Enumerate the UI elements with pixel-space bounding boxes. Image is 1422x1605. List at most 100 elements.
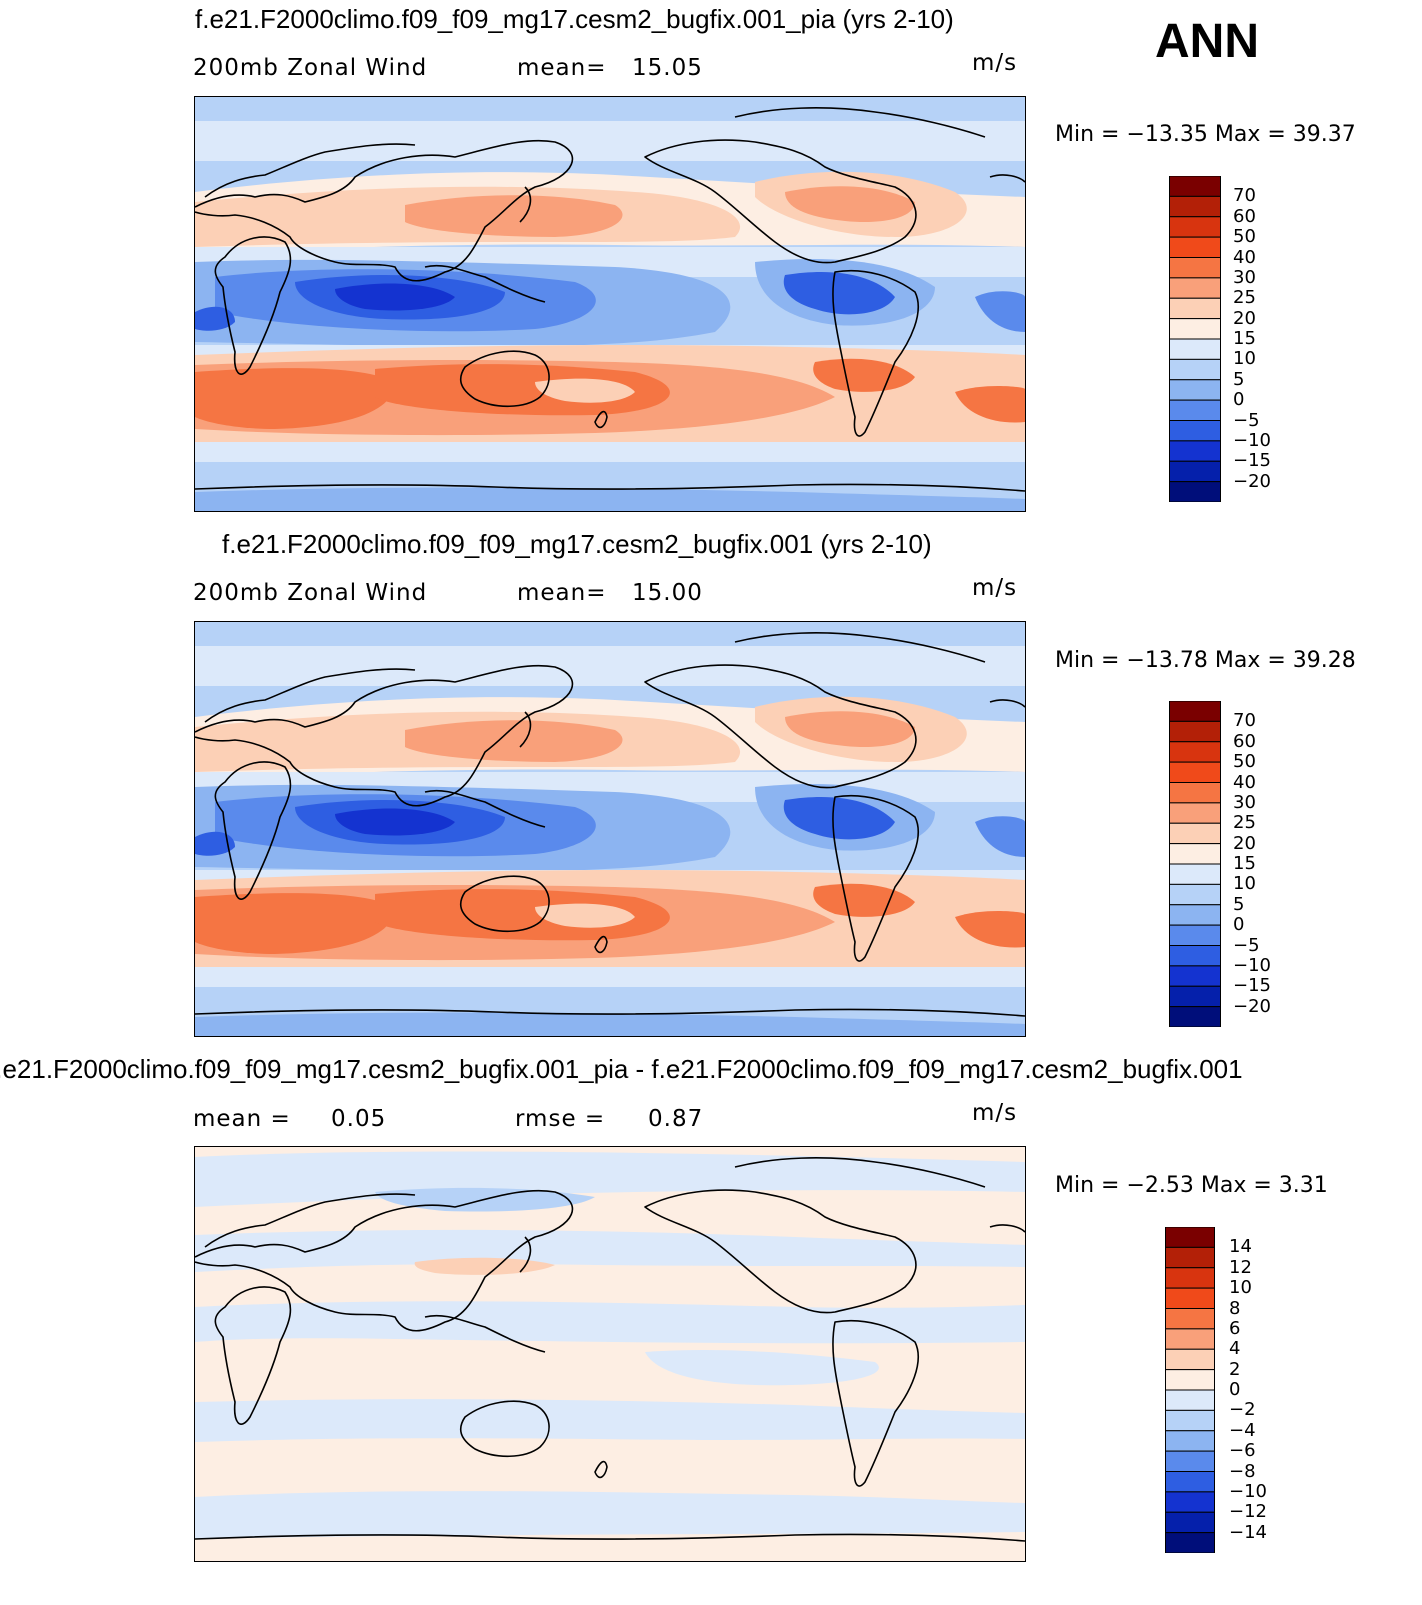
colorbar-swatch xyxy=(1169,843,1221,865)
contour-region xyxy=(195,1491,1025,1539)
colorbar-swatch xyxy=(1169,863,1221,885)
colorbar-label: −10 xyxy=(1229,1480,1267,1502)
contour-region xyxy=(975,291,1025,332)
colorbar-swatch xyxy=(1169,720,1221,743)
colorbar-swatch xyxy=(1169,338,1221,360)
coastline-eurasia xyxy=(195,1189,574,1332)
panel-3-units: m/s xyxy=(972,1100,1018,1126)
coastline-indonesia xyxy=(424,789,546,828)
contour-region xyxy=(195,1399,1025,1442)
panel-3-mean-label: mean = xyxy=(193,1106,291,1132)
contour-region xyxy=(335,283,455,311)
colorbar-swatch xyxy=(1169,701,1221,722)
contour-band xyxy=(195,967,1025,987)
colorbar-label: 30 xyxy=(1233,266,1256,288)
colorbar-label: −14 xyxy=(1229,1521,1267,1543)
coastline-europe-north xyxy=(204,1193,416,1248)
coastline-indonesia xyxy=(424,264,546,303)
colorbar-label: 10 xyxy=(1233,348,1256,370)
contour-region xyxy=(785,711,915,748)
colorbar-label: 15 xyxy=(1233,853,1256,874)
colorbar-swatch xyxy=(1165,1287,1215,1309)
colorbar-label: 5 xyxy=(1233,368,1245,390)
contour-region xyxy=(955,910,1025,948)
coastline-north-america xyxy=(644,664,917,789)
jet-region-sh xyxy=(195,368,395,429)
colorbar-swatch xyxy=(1169,985,1221,1008)
coastline-arctic xyxy=(734,107,986,138)
colorbar-label: 40 xyxy=(1233,246,1256,268)
colorbar-label: 8 xyxy=(1229,1297,1241,1319)
jet-region-asia xyxy=(405,720,623,762)
coastline-antarctica xyxy=(195,1008,1025,1017)
contour-region xyxy=(335,808,455,836)
coastline-australia xyxy=(459,875,550,933)
panel-3-rmse-value: 0.87 xyxy=(648,1106,704,1132)
colorbar-label: −10 xyxy=(1233,429,1271,451)
colorbar-swatch xyxy=(1169,460,1221,483)
coastline-africa xyxy=(214,236,292,375)
coastline-south-america xyxy=(832,794,920,962)
jet-region-sh xyxy=(195,893,395,954)
colorbar-swatch xyxy=(1169,945,1221,967)
colorbar-swatch xyxy=(1169,1006,1221,1027)
contour-region xyxy=(195,487,1025,511)
colorbar-label: 25 xyxy=(1233,812,1256,834)
panel-1-units: m/s xyxy=(972,50,1018,76)
coastline-arctic xyxy=(734,1157,986,1188)
panel-1-title: f.e21.F2000climo.f09_f09_mg17.cesm2_bugf… xyxy=(195,4,954,34)
coastline-europe-north xyxy=(204,668,416,723)
panel-3-title: f.e21.F2000climo.f09_f09_mg17.cesm2_bugf… xyxy=(0,1054,1243,1084)
contour-band xyxy=(195,1147,1025,1561)
coastline-japan xyxy=(519,186,532,223)
colorbar-label: −8 xyxy=(1229,1460,1256,1482)
colorbar-swatch xyxy=(1169,802,1221,824)
colorbar-swatch xyxy=(1165,1409,1215,1432)
coastline-europe-east xyxy=(989,174,1025,183)
colorbar-swatch xyxy=(1169,782,1221,804)
coastline-eurasia xyxy=(195,664,574,807)
colorbar-label: 2 xyxy=(1229,1358,1241,1380)
colorbar-label: −20 xyxy=(1233,995,1271,1017)
season-label: ANN xyxy=(1155,15,1259,68)
colorbar-label: 40 xyxy=(1233,771,1256,793)
colorbar-swatch xyxy=(1169,176,1221,197)
coastline-australia xyxy=(459,350,550,408)
panel-3-map xyxy=(194,1146,1026,1562)
colorbar-label: −20 xyxy=(1233,470,1271,492)
coastline-new-zealand xyxy=(594,1460,608,1479)
colorbar-swatch xyxy=(1165,1267,1215,1289)
colorbar-swatch xyxy=(1165,1532,1215,1553)
contour-region xyxy=(414,1257,555,1275)
colorbar-label: 5 xyxy=(1233,893,1245,915)
contour-region xyxy=(955,385,1025,423)
colorbar-swatch xyxy=(1165,1511,1215,1534)
panel-2-map xyxy=(194,621,1026,1037)
colorbar-label: 20 xyxy=(1233,832,1256,854)
colorbar-label: −2 xyxy=(1229,1399,1256,1421)
colorbar-swatch xyxy=(1165,1246,1215,1269)
panel-2-min-max: Min = −13.78 Max = 39.28 xyxy=(1055,648,1356,673)
colorbar-label: 4 xyxy=(1229,1338,1241,1360)
panel-2-mean-value: 15.00 xyxy=(632,580,703,606)
colorbar-label: 12 xyxy=(1229,1256,1252,1278)
panel-2-mean-label: mean= xyxy=(517,580,607,606)
coastline-japan xyxy=(519,1236,532,1273)
colorbar-label: 10 xyxy=(1233,873,1256,895)
panel-2-title: f.e21.F2000climo.f09_f09_mg17.cesm2_bugf… xyxy=(222,529,932,559)
panel-1-variable: 200mb Zonal Wind xyxy=(193,55,428,81)
colorbar-label: 14 xyxy=(1229,1236,1252,1258)
colorbar-label: −15 xyxy=(1233,450,1271,472)
coastline-new-zealand xyxy=(594,935,608,954)
contour-region xyxy=(813,358,915,392)
colorbar-swatch xyxy=(1169,481,1221,502)
panel-1-min-max: Min = −13.35 Max = 39.37 xyxy=(1055,122,1356,147)
coastline-new-zealand xyxy=(594,410,608,429)
colorbar-label: 20 xyxy=(1233,307,1256,329)
colorbar-swatch xyxy=(1169,440,1221,462)
colorbar-label: 60 xyxy=(1233,730,1256,752)
coastline-japan xyxy=(519,711,532,748)
coastline-africa xyxy=(214,761,292,900)
colorbar-label: −12 xyxy=(1229,1501,1267,1523)
colorbar-label: 0 xyxy=(1233,914,1245,936)
